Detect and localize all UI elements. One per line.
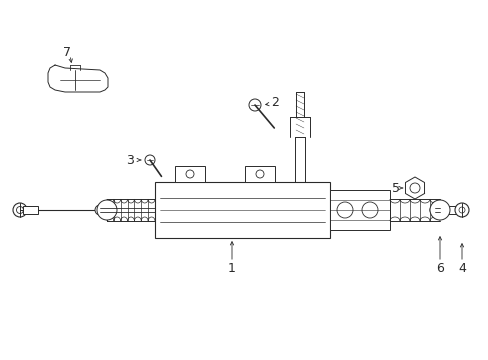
Text: 7: 7 xyxy=(63,45,71,58)
Text: 5: 5 xyxy=(391,181,399,194)
Bar xyxy=(442,206,457,214)
Circle shape xyxy=(256,170,264,178)
Circle shape xyxy=(97,200,117,220)
Text: 3: 3 xyxy=(126,153,134,166)
Circle shape xyxy=(429,200,449,220)
Bar xyxy=(155,182,329,238)
Bar xyxy=(329,190,389,230)
Circle shape xyxy=(429,205,439,215)
Circle shape xyxy=(458,207,464,213)
Circle shape xyxy=(454,203,468,217)
Circle shape xyxy=(13,203,27,217)
Text: 6: 6 xyxy=(435,261,443,274)
FancyBboxPatch shape xyxy=(175,166,204,182)
Circle shape xyxy=(95,205,105,215)
Text: 2: 2 xyxy=(270,96,278,109)
Text: 1: 1 xyxy=(227,261,235,274)
Circle shape xyxy=(185,170,194,178)
Circle shape xyxy=(17,207,23,213)
Text: 4: 4 xyxy=(457,261,465,274)
Bar xyxy=(23,206,38,214)
FancyBboxPatch shape xyxy=(244,166,274,182)
